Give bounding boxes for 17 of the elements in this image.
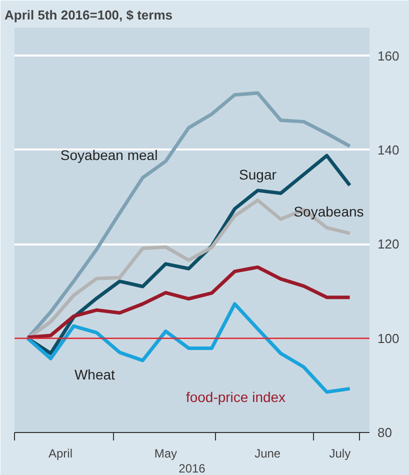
series-label: Soyabeans [294,203,364,220]
y-tick-label: 100 [378,330,400,346]
text: food-price index [186,388,286,405]
y-tick-label: 120 [378,236,400,252]
y-tick-label: 140 [378,142,400,158]
x-tick-label: July [329,446,351,460]
x-axis-title: 2016 [178,462,206,475]
line-series [26,265,352,340]
y-tick-label: 80 [378,425,392,440]
chart-title: April 5th 2016=100, $ terms [4,8,173,22]
x-tick-label: June [254,446,281,460]
series-label: Wheat [74,366,116,382]
series-label: Sugar [239,166,277,182]
x-tick-label: April [48,446,73,460]
y-tick-label: 160 [378,48,400,64]
x-tick-label: May [154,446,178,460]
series-label: Soyabean meal [60,147,158,164]
